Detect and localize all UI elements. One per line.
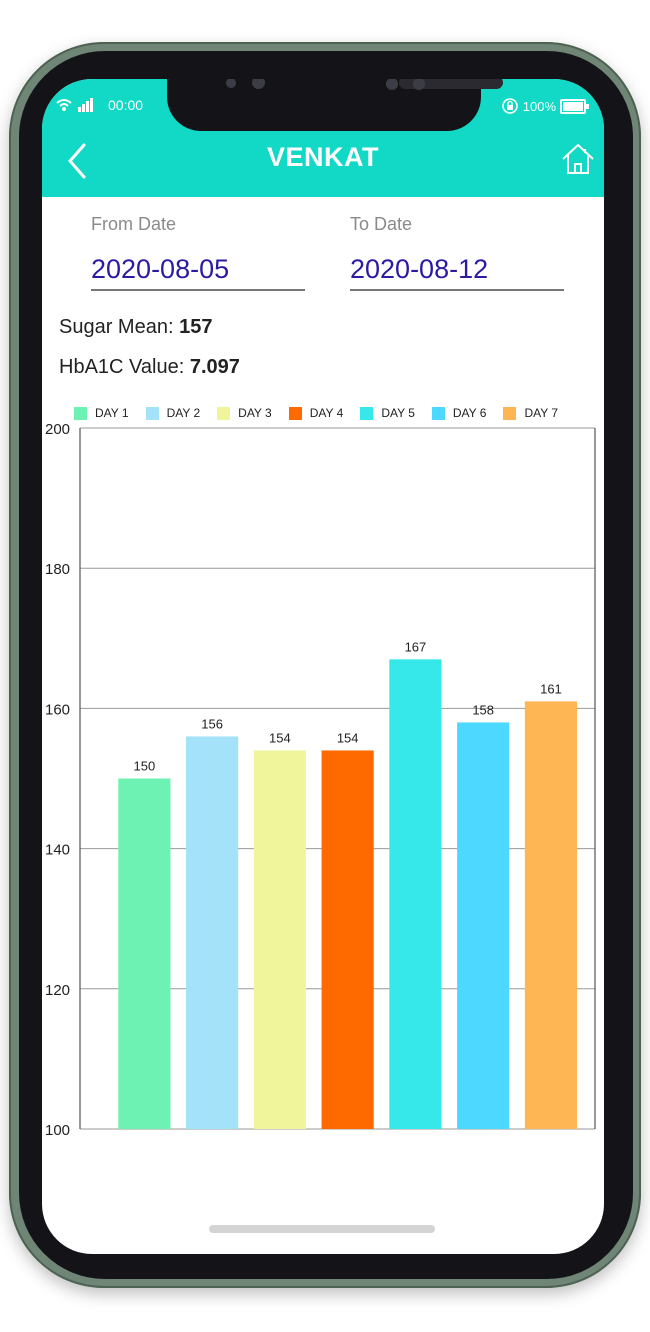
bar-chart: 100 120 140 160 180 200 150 156 154 154 167 158 161 (45, 421, 596, 1139)
bar-value-label: 150 (134, 759, 156, 774)
bar (389, 659, 442, 1129)
legend-swatch (431, 406, 445, 420)
battery-percent: 100% (522, 98, 556, 114)
y-tick-label: 160 (45, 701, 70, 718)
y-tick-label: 140 (45, 842, 70, 859)
from-date-field[interactable]: 2020-08-05 (91, 254, 305, 291)
bar (321, 750, 374, 1129)
legend-item: DAY 2 (145, 406, 201, 420)
legend-swatch (503, 406, 517, 420)
bar-value-label: 167 (405, 639, 427, 654)
legend-label: DAY 1 (95, 406, 129, 420)
page-title: VENKAT (266, 142, 379, 172)
to-date-field[interactable]: 2020-08-12 (350, 254, 564, 291)
chart-legend: DAY 1 DAY 2 DAY 3 DAY 4 DAY 5 DAY 6 DAY 7 (74, 406, 575, 420)
camera-notch (167, 79, 503, 131)
sugar-mean-stat: Sugar Mean: 157 (59, 316, 212, 339)
legend-label: DAY 7 (524, 406, 559, 420)
home-icon (562, 143, 594, 174)
legend-item: DAY 3 (217, 406, 272, 420)
bar (118, 778, 171, 1129)
legend-item: DAY 6 (431, 406, 487, 420)
y-tick-label: 100 (45, 1122, 70, 1139)
sugar-mean-label: Sugar Mean: (59, 316, 174, 338)
sugar-mean-value: 157 (179, 316, 213, 338)
y-tick-label: 200 (45, 421, 70, 438)
battery-icon (560, 98, 589, 114)
bar-value-label: 156 (201, 716, 223, 731)
legend-item: DAY 5 (360, 406, 415, 420)
bar (524, 701, 578, 1129)
legend-swatch (145, 406, 159, 420)
signal-icon (78, 98, 93, 112)
status-bar-left: 00:00 (56, 97, 143, 113)
home-indicator[interactable] (209, 1225, 435, 1233)
legend-item: DAY 7 (503, 406, 558, 420)
hba1c-value: 7.097 (189, 356, 240, 378)
chevron-left-icon (68, 143, 86, 179)
bar (253, 750, 306, 1129)
y-tick-label: 180 (45, 561, 70, 578)
legend-label: DAY 5 (381, 406, 415, 420)
back-button[interactable] (62, 141, 92, 181)
hba1c-label: HbA1C Value: (59, 356, 185, 378)
rotation-lock-icon (501, 98, 518, 114)
legend-swatch (360, 406, 374, 420)
bar-value-label: 154 (337, 730, 359, 745)
legend-label: DAY 6 (452, 406, 487, 420)
legend-swatch (288, 406, 302, 420)
bar (457, 722, 510, 1129)
bar (186, 736, 239, 1129)
from-date-label: From Date (91, 214, 177, 234)
legend-label: DAY 2 (166, 406, 201, 420)
legend-label: DAY 3 (238, 406, 272, 420)
bar-value-label: 154 (269, 730, 291, 745)
legend-item: DAY 1 (74, 406, 129, 420)
bar-value-label: 161 (540, 681, 562, 696)
status-time: 00:00 (108, 97, 144, 113)
status-bar-right: 100% (501, 97, 589, 115)
bar-value-label: 158 (472, 702, 494, 717)
y-tick-label: 120 (45, 982, 70, 999)
legend-swatch (74, 406, 87, 420)
wifi-icon (56, 99, 72, 111)
hba1c-stat: HbA1C Value: 7.097 (59, 356, 240, 379)
legend-item: DAY 4 (288, 406, 344, 420)
app-screen: 00:00 100% VENKAT (42, 79, 604, 1254)
app-bar: 00:00 100% VENKAT (42, 79, 604, 197)
legend-label: DAY 4 (309, 406, 344, 420)
home-button[interactable] (560, 141, 596, 177)
legend-swatch (217, 406, 231, 420)
to-date-label: To Date (350, 214, 413, 234)
